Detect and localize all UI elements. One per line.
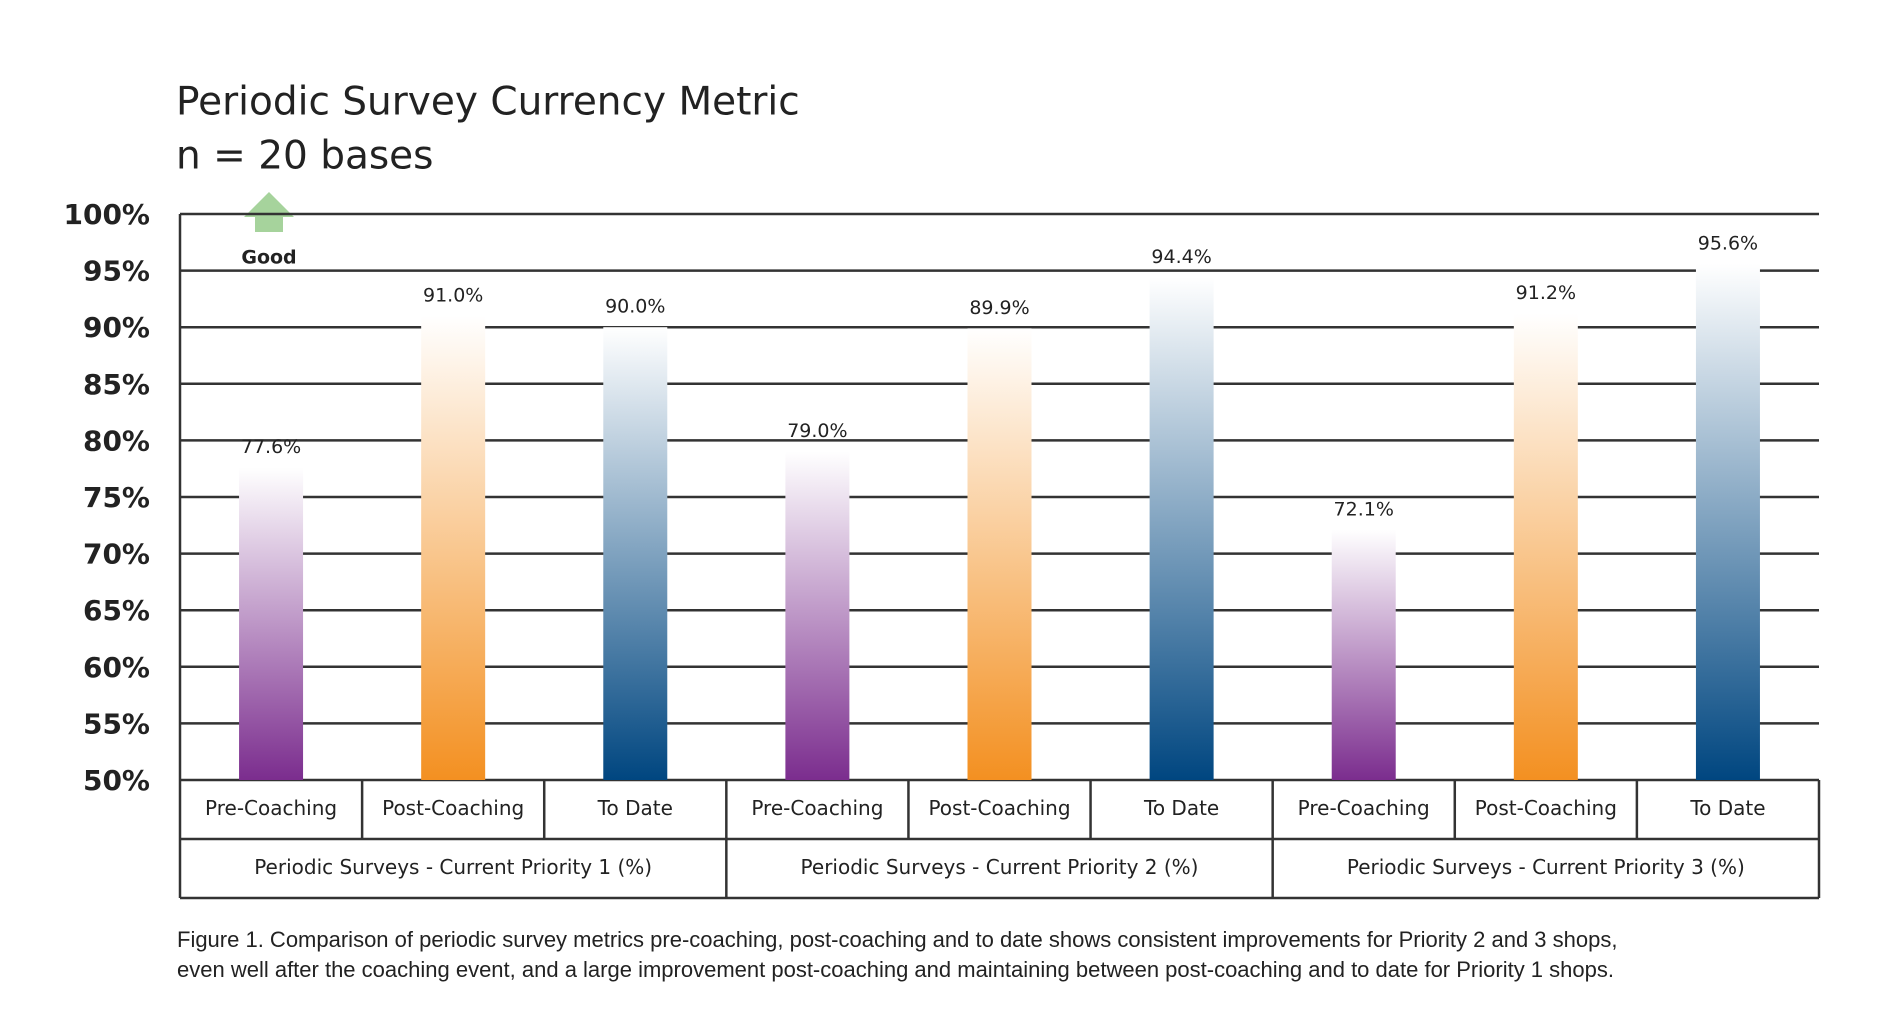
annotation: Good xyxy=(241,247,296,269)
x-tick-label: To Date xyxy=(1143,796,1219,820)
caption: even well after the coaching event, and … xyxy=(177,957,1614,982)
caption: Figure 1. Comparison of periodic survey … xyxy=(177,927,1617,952)
bar xyxy=(603,327,668,780)
x-tick-label: Pre-Coaching xyxy=(1298,796,1430,820)
value-label: 79.0% xyxy=(787,420,847,442)
bar xyxy=(421,315,486,780)
x-tick-label: To Date xyxy=(1689,796,1765,820)
y-tick-label: 100% xyxy=(63,198,150,231)
x-tick-label: Pre-Coaching xyxy=(751,796,883,820)
value-label: 91.2% xyxy=(1516,282,1576,304)
y-tick-label: 95% xyxy=(83,255,150,288)
bar xyxy=(1331,529,1396,780)
group-label: Periodic Surveys - Current Priority 1 (%… xyxy=(254,855,652,879)
x-tick-label: Post-Coaching xyxy=(1475,796,1617,820)
x-tick-label: To Date xyxy=(597,796,673,820)
value-label: 89.9% xyxy=(969,297,1029,319)
bar xyxy=(1513,313,1578,780)
y-tick-label: 70% xyxy=(83,538,150,571)
chart-title: Periodic Survey Currency Metric xyxy=(176,80,800,125)
y-tick-label: 85% xyxy=(83,368,150,401)
good-arrow xyxy=(244,192,294,232)
x-tick-label: Pre-Coaching xyxy=(205,796,337,820)
bar xyxy=(967,328,1032,780)
value-label: 72.1% xyxy=(1334,498,1394,520)
bar xyxy=(239,467,304,780)
bar xyxy=(1149,277,1214,780)
value-label: 95.6% xyxy=(1698,232,1758,254)
y-tick-label: 75% xyxy=(83,481,150,514)
y-tick-label: 90% xyxy=(83,311,150,344)
y-tick-label: 50% xyxy=(83,764,150,797)
y-tick-label: 80% xyxy=(83,424,150,457)
chart-subtitle: n = 20 bases xyxy=(176,134,434,179)
bar xyxy=(785,451,850,780)
group-label: Periodic Surveys - Current Priority 2 (%… xyxy=(801,855,1199,879)
value-label: 94.4% xyxy=(1151,246,1211,268)
value-label: 90.0% xyxy=(605,296,665,318)
value-label: 77.6% xyxy=(241,436,301,458)
bar xyxy=(1695,263,1760,781)
y-tick-label: 55% xyxy=(83,707,150,740)
y-tick-label: 60% xyxy=(83,651,150,684)
x-tick-label: Post-Coaching xyxy=(382,796,524,820)
group-label: Periodic Surveys - Current Priority 3 (%… xyxy=(1347,855,1745,879)
y-tick-label: 65% xyxy=(83,594,150,627)
x-tick-label: Post-Coaching xyxy=(928,796,1070,820)
value-label: 91.0% xyxy=(423,284,483,306)
